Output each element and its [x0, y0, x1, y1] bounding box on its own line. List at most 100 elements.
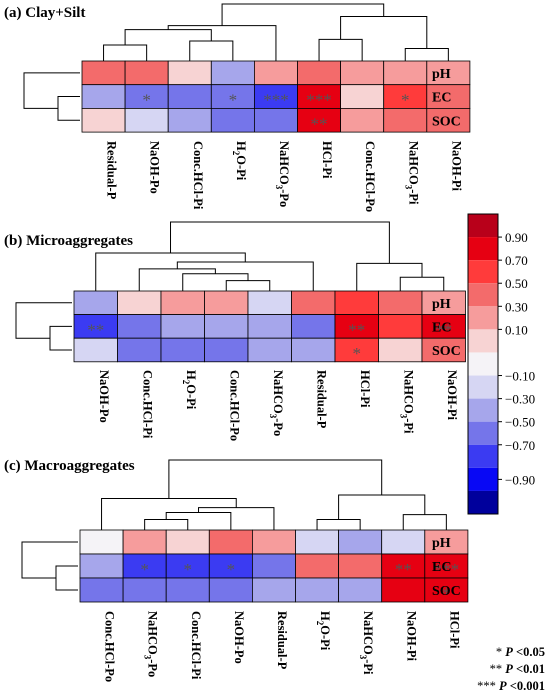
column-label: HCl-Pi	[320, 141, 334, 179]
heatmap-panel-2: (b) Microaggregates** ** ***pHECSOCNaOH-Po…	[4, 221, 466, 441]
heatmap-cell	[297, 60, 341, 86]
column-label: Conc.HCl-Po	[363, 141, 377, 212]
row-label: pH	[432, 67, 451, 82]
column-label: NaOH-Pi	[404, 611, 418, 662]
column-dendrogram-branch	[225, 280, 271, 291]
row-label: pH	[432, 297, 451, 312]
colorbar-band	[468, 421, 498, 445]
column-label: NaOH-Po	[148, 141, 162, 194]
heatmap-cell	[160, 337, 205, 363]
column-dendrogram-branch	[124, 29, 212, 46]
colorbar-band	[468, 214, 498, 238]
heatmap-cell	[426, 108, 471, 133]
heatmap-cell	[247, 337, 292, 363]
significance-mark: *	[140, 560, 149, 579]
significance-mark: ***	[263, 91, 289, 110]
heatmap-cell	[79, 529, 124, 555]
heatmap-cell	[251, 577, 296, 603]
significance-legend-entry: ** P <0.01	[490, 662, 545, 676]
heatmap-cell	[117, 337, 162, 363]
heatmap-cell	[160, 314, 205, 339]
column-dendrogram-branch	[402, 514, 447, 530]
heatmap-cell	[378, 314, 423, 339]
heatmap-cell	[291, 314, 336, 339]
significance-mark: ***	[434, 560, 460, 579]
heatmap-cell	[338, 553, 383, 579]
heatmap-cell	[334, 290, 379, 316]
heatmap-cell	[295, 553, 339, 579]
heatmap-cell	[253, 60, 298, 86]
column-dendrogram-branch	[176, 261, 314, 291]
colorbar-tick-label: −0.70	[505, 438, 535, 453]
colorbar-band	[468, 329, 498, 353]
heatmap-cell	[381, 529, 426, 555]
panel-title: (b) Microaggregates	[4, 233, 133, 249]
heatmap-cell	[81, 108, 126, 133]
colorbar-tick-label: −0.90	[505, 472, 535, 487]
colorbar-band	[468, 467, 498, 491]
heatmap-cell	[340, 60, 385, 86]
heatmap-panel-3: (c) Macroaggregates* * * ** ****pHECSOCConc.…	[4, 458, 469, 682]
heatmap-cell	[338, 577, 383, 603]
column-label: H2O-Pi	[181, 370, 198, 410]
significance-legend: * P <0.05 ** P <0.01 *** P <0.001	[477, 645, 545, 693]
column-label: NaHCO3-Po	[274, 141, 291, 207]
column-dendrogram-branch	[168, 459, 383, 499]
heatmap-cell	[340, 84, 385, 109]
column-label: NaOH-Pi	[449, 141, 463, 192]
heatmap-cell	[167, 60, 212, 86]
column-dendrogram-branch	[165, 512, 232, 530]
colorbar-band	[468, 398, 498, 422]
heatmap-cell	[251, 529, 296, 555]
column-dendrogram-branch	[221, 3, 385, 26]
column-dendrogram-branch	[138, 268, 216, 291]
significance-legend-entry: *** P <0.001	[477, 679, 545, 693]
colorbar-band	[468, 352, 498, 376]
significance-mark: **	[435, 320, 452, 339]
column-label: NaHCO3-Pi	[358, 611, 375, 675]
column-label: H2O-Pi	[315, 611, 332, 651]
panel-title: (a) Clay+Silt	[4, 5, 85, 21]
heatmap-cell	[378, 290, 423, 316]
heatmap-cell	[208, 529, 253, 555]
heatmap-cell	[381, 553, 426, 579]
row-label: EC	[432, 91, 451, 106]
colorbar-tick-label: 0.50	[505, 276, 528, 291]
row-dendrogram-branch	[15, 302, 72, 339]
column-dendrogram-branch	[182, 273, 249, 291]
row-dendrogram-branch	[49, 325, 72, 351]
panel-title: (c) Macroaggregates	[4, 458, 135, 474]
column-label: NaHCO3-Po	[143, 611, 160, 677]
heatmap-cell	[122, 577, 167, 603]
colorbar-tick-label: −0.30	[505, 392, 535, 407]
column-label: Conc.HCl-Pi	[140, 370, 154, 439]
column-dendrogram-branch	[316, 519, 361, 530]
column-label: NaOH-Po	[97, 370, 111, 423]
column-dendrogram-branch	[101, 498, 237, 530]
colorbar-frame	[467, 213, 499, 515]
significance-mark: *	[227, 560, 236, 579]
column-label: Residual-P	[275, 611, 289, 670]
colorbar-tick-label: 0.70	[505, 253, 528, 268]
heatmap-cell	[338, 529, 383, 555]
heatmap-cell	[340, 108, 385, 133]
row-label: SOC	[432, 344, 461, 359]
heatmap-cell	[424, 529, 469, 555]
heatmap-cell	[295, 529, 339, 555]
heatmap-panel-1: (a) Clay+Silt* * *** *** ***pHECSOCResidual-…	[4, 3, 471, 212]
heatmap-cell	[124, 108, 169, 133]
column-label: Residual-P	[314, 370, 328, 429]
colorbar-band	[468, 375, 498, 399]
colorbar-band	[468, 260, 498, 284]
column-label: Conc.HCl-Pi	[189, 611, 203, 680]
heatmap-cell	[117, 290, 162, 316]
heatmap-cell	[421, 337, 466, 363]
heatmap-cell	[424, 577, 469, 603]
row-label: SOC	[432, 114, 461, 129]
heatmap-cell	[73, 337, 118, 363]
column-label: NaOH-Po	[232, 611, 246, 664]
column-label: Conc.HCl-Pi	[191, 141, 205, 210]
colorbar-tick-label: −0.10	[505, 369, 535, 384]
heatmap-cell	[378, 337, 423, 363]
